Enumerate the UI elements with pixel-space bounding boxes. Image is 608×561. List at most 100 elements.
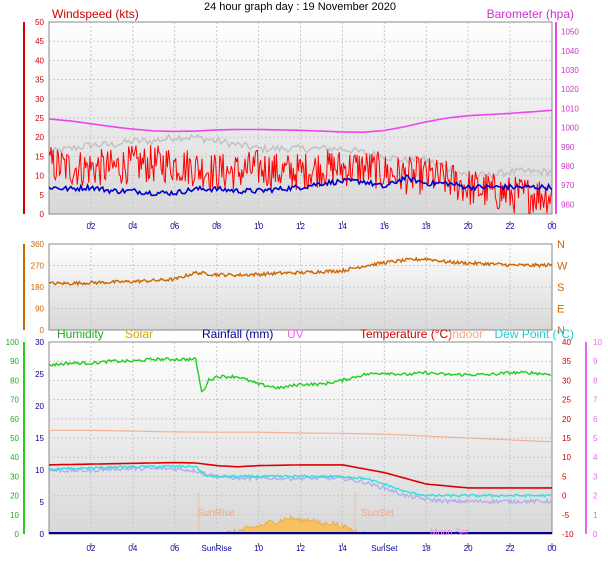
temperature-panel: 0102030405060708090100051015202530-10-50… <box>6 327 603 553</box>
barometer-tick-label: 970 <box>561 181 575 190</box>
legend-rainfall: Rainfall (mm) <box>202 327 273 341</box>
direction-tick-label: 180 <box>31 283 45 292</box>
humidity-tick-label: 10 <box>10 511 19 520</box>
windspeed-tick-label: 10 <box>35 172 44 181</box>
x-tick-label: 14 <box>338 544 347 553</box>
compass-tick-label: E <box>557 304 564 316</box>
uv-tick-label: 8 <box>593 376 598 385</box>
x-tick-label: 00 <box>548 544 557 553</box>
direction-tick-label: 270 <box>31 262 45 271</box>
x-tick-label: 02 <box>86 222 95 231</box>
x-tick-label: 20 <box>464 222 473 231</box>
direction-tick-label: 0 <box>40 326 45 335</box>
compass-tick-label: N <box>557 239 565 251</box>
x-tick-label: 18 <box>422 544 431 553</box>
windspeed-tick-label: 25 <box>35 114 44 123</box>
rainfall-tick-label: 20 <box>35 402 44 411</box>
barometer-tick-label: 1010 <box>561 104 579 113</box>
solar-series-area <box>216 514 370 534</box>
indoor-series-line <box>49 429 552 443</box>
barometer-tick-label: 1020 <box>561 85 579 94</box>
x-tick-label: SunSet <box>371 544 398 553</box>
legend-humidity: Humidity <box>57 327 104 341</box>
barometer-tick-label: 1050 <box>561 28 579 37</box>
direction-tick-label: 360 <box>31 240 45 249</box>
x-tick-label: 14 <box>338 222 347 231</box>
rainfall-tick-label: 0 <box>40 530 45 539</box>
uv-tick-label: 7 <box>593 396 598 405</box>
humidity-tick-label: 30 <box>10 472 19 481</box>
barometer-tick-label: 1030 <box>561 66 579 75</box>
wind-panel: 0510152025303540455096097098099010001010… <box>23 7 579 231</box>
windspeed-tick-label: 5 <box>40 191 45 200</box>
gust-series-line <box>49 133 552 180</box>
windspeed-tick-label: 15 <box>35 152 44 161</box>
dewpoint-series-line <box>49 464 551 498</box>
temperature-tick-label: 25 <box>562 396 571 405</box>
temperature-tick-label: -5 <box>562 511 570 520</box>
temperature-tick-label: -10 <box>562 530 574 539</box>
legend-dewpoint: Dew Point (°C) <box>495 327 574 341</box>
humidity-tick-label: 80 <box>10 376 19 385</box>
uv-tick-label: 1 <box>593 511 598 520</box>
x-tick-label: 22 <box>506 544 515 553</box>
compass-tick-label: N <box>557 325 565 337</box>
temperature-tick-label: 15 <box>562 434 571 443</box>
barometer-tick-label: 960 <box>561 200 575 209</box>
sunrise-annotation: SunRise <box>197 508 235 519</box>
temperature-series-line <box>49 461 552 489</box>
barometer-tick-label: 1040 <box>561 47 579 56</box>
barometer-tick-label: 1000 <box>561 124 579 133</box>
temperature-tick-label: 40 <box>562 338 571 347</box>
legend-temperature: Temperature (°C) <box>360 327 452 341</box>
direction-tick-label: 90 <box>35 305 44 314</box>
direction-plot-area <box>48 243 553 331</box>
windspeed-tick-label: 20 <box>35 133 44 142</box>
barometer-series-line <box>49 109 552 133</box>
x-tick-label: 04 <box>128 544 137 553</box>
barometer-axis-title: Barometer (hpa) <box>487 7 574 21</box>
x-tick-label: 10 <box>254 544 263 553</box>
temperature-tick-label: 20 <box>562 415 571 424</box>
humidity-tick-label: 0 <box>15 530 20 539</box>
humidity-tick-label: 60 <box>10 415 19 424</box>
x-tick-label: 02 <box>86 544 95 553</box>
uv-tick-label: 2 <box>593 492 598 501</box>
moonset-annotation: Moon Set <box>430 527 469 537</box>
x-tick-label: 04 <box>128 222 137 231</box>
x-tick-label: 06 <box>170 222 179 231</box>
x-tick-label: 00 <box>548 222 557 231</box>
compass-tick-label: S <box>557 282 564 294</box>
barometer-tick-label: 990 <box>561 143 575 152</box>
humidity-tick-label: 40 <box>10 453 19 462</box>
barometer-tick-label: 980 <box>561 162 575 171</box>
x-tick-label: 10 <box>254 222 263 231</box>
windspeed-tick-label: 45 <box>35 37 44 46</box>
windchill-series-line <box>49 465 552 505</box>
direction-series-line <box>49 256 552 287</box>
x-tick-label: 16 <box>380 222 389 231</box>
x-tick-label: 08 <box>212 222 221 231</box>
temperature-tick-label: 30 <box>562 376 571 385</box>
rainfall-tick-label: 10 <box>35 466 44 475</box>
temperature-tick-label: 35 <box>562 357 571 366</box>
rainfall-tick-label: 15 <box>35 434 44 443</box>
uv-tick-label: 6 <box>593 415 598 424</box>
x-tick-label: 22 <box>506 222 515 231</box>
windspeed-tick-label: 0 <box>40 210 45 219</box>
temperature-tick-label: 0 <box>562 492 567 501</box>
windspeed-tick-label: 40 <box>35 56 44 65</box>
humidity-series-line <box>49 357 552 393</box>
uv-tick-label: 5 <box>593 434 598 443</box>
legend-indoor: Indoor <box>449 327 483 341</box>
windspeed-axis-title: Windspeed (kts) <box>52 7 139 21</box>
uv-tick-label: 4 <box>593 453 598 462</box>
temperature-tick-label: 5 <box>562 472 567 481</box>
humidity-tick-label: 20 <box>10 492 19 501</box>
rainfall-tick-label: 5 <box>40 498 45 507</box>
graph-title: 24 hour graph day : 19 November 2020 <box>204 1 396 13</box>
windspeed-tick-label: 35 <box>35 76 44 85</box>
uv-tick-label: 9 <box>593 357 598 366</box>
